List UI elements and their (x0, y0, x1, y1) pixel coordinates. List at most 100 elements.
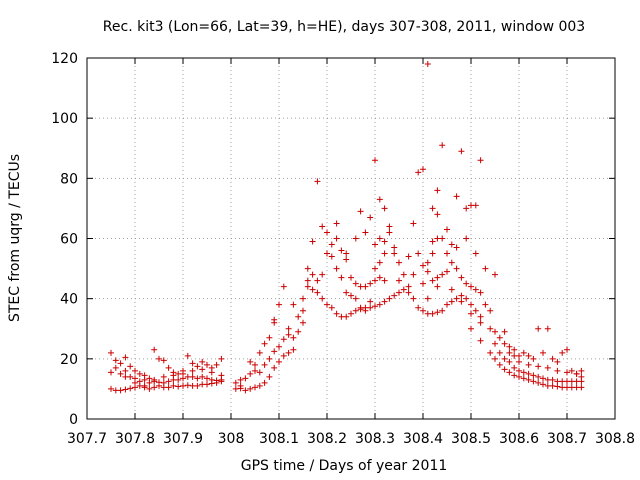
data-point (218, 355, 225, 362)
data-point (285, 349, 292, 356)
data-point (348, 292, 354, 299)
data-point (290, 346, 297, 353)
data-point (252, 361, 258, 368)
data-point (252, 367, 258, 374)
data-point (343, 289, 350, 296)
data-point (492, 328, 498, 335)
data-point (492, 340, 498, 347)
data-point (496, 334, 503, 341)
data-point (434, 309, 441, 316)
data-point (357, 208, 364, 215)
data-point (516, 373, 522, 380)
data-point (309, 271, 316, 278)
data-point (468, 283, 474, 290)
data-point (506, 343, 513, 350)
data-point (146, 385, 153, 392)
data-point (453, 265, 460, 272)
data-point (468, 310, 474, 317)
data-point (204, 381, 210, 388)
x-tick-label: 308.2 (307, 431, 347, 447)
data-point (252, 384, 258, 391)
data-point (477, 157, 484, 164)
data-point (405, 283, 412, 290)
data-point (439, 307, 446, 314)
data-point (554, 358, 561, 365)
data-point (376, 196, 383, 203)
data-point (477, 289, 484, 296)
data-point (415, 169, 422, 176)
data-point (160, 379, 167, 386)
data-point (444, 250, 450, 257)
data-point (194, 375, 201, 382)
data-point (444, 268, 450, 275)
data-point (280, 283, 287, 290)
data-point (448, 286, 455, 293)
data-point (453, 244, 460, 251)
data-point (165, 384, 172, 391)
data-point (578, 367, 585, 374)
data-point (472, 250, 479, 257)
data-point (525, 361, 532, 368)
data-point (160, 357, 167, 364)
data-point (372, 157, 378, 164)
data-point (122, 367, 129, 374)
x-axis-label: GPS time / Days of year 2011 (241, 458, 448, 474)
data-point (338, 274, 345, 281)
y-tick-label: 0 (69, 412, 78, 428)
data-point (544, 364, 551, 371)
data-point (458, 292, 465, 299)
data-point (343, 256, 350, 263)
data-point (304, 277, 311, 284)
x-tick-label: 308.6 (499, 431, 539, 447)
data-point (290, 301, 297, 308)
data-point (506, 369, 513, 376)
data-point (333, 265, 340, 272)
data-point (463, 280, 470, 287)
data-point (535, 363, 542, 370)
data-point (170, 372, 177, 379)
data-point (122, 373, 129, 380)
data-point (132, 379, 138, 386)
data-point (314, 178, 321, 185)
data-point (261, 361, 268, 368)
data-point (540, 375, 546, 382)
data-point (405, 253, 412, 260)
data-point (362, 307, 369, 314)
data-point (386, 223, 393, 230)
y-tick-labels: 0 20 40 60 80 100 120 (51, 51, 78, 428)
data-point (333, 220, 340, 227)
data-point (463, 205, 470, 212)
data-point (520, 369, 527, 376)
data-point (261, 379, 268, 386)
data-point (362, 229, 369, 236)
data-point (453, 193, 460, 200)
data-point (530, 372, 537, 379)
y-tick-label: 60 (60, 232, 78, 248)
data-point (396, 277, 402, 284)
data-point (199, 373, 206, 380)
data-point (232, 385, 239, 392)
data-point (501, 328, 508, 335)
data-point (415, 250, 422, 257)
data-point (487, 307, 494, 314)
data-point (376, 274, 383, 281)
data-point (482, 301, 489, 308)
data-point (276, 301, 282, 308)
data-point (429, 277, 436, 284)
data-point (376, 301, 383, 308)
data-point (151, 384, 158, 391)
data-point (520, 349, 527, 356)
data-point (516, 352, 522, 359)
x-tick-labels: 307.7 307.8 307.9 308 308.1 308.2 308.3 308.4 30… (67, 431, 635, 447)
data-point (352, 307, 359, 314)
data-point (127, 385, 134, 392)
data-point (333, 310, 340, 317)
data-point (117, 387, 124, 394)
data-point (175, 383, 182, 390)
data-point (352, 280, 359, 287)
data-point (549, 376, 556, 383)
data-point (285, 325, 292, 332)
data-point (434, 283, 441, 290)
chart-title: Rec. kit3 (Lon=66, Lat=39, h=HE), days 3… (103, 19, 585, 35)
y-tick-label: 120 (51, 51, 78, 67)
